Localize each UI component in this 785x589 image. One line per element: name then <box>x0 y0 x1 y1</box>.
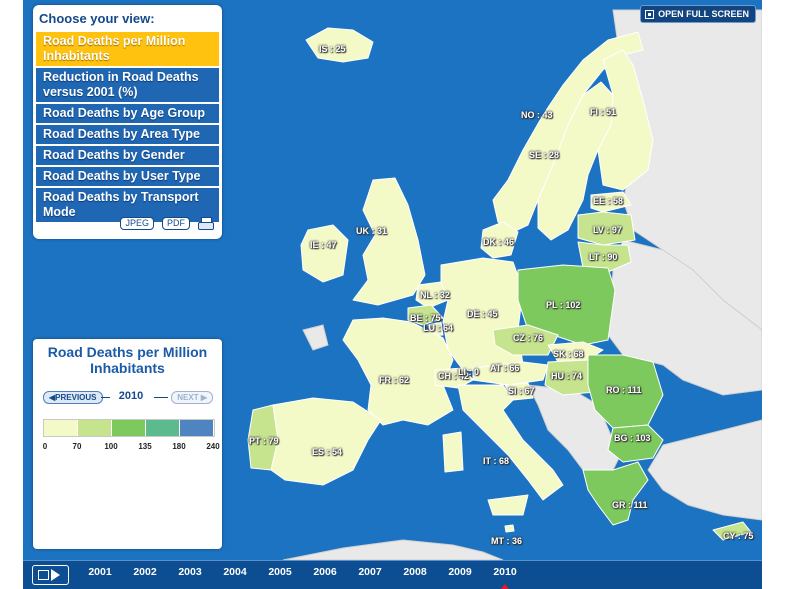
export-jpeg-button[interactable]: JPEG <box>120 217 154 230</box>
next-label: NEXT <box>177 393 199 402</box>
country-shape-cz[interactable] <box>492 324 559 356</box>
country-shape-cy[interactable] <box>712 521 752 541</box>
timeline-bar: 2001 2002 2003 2004 2005 2006 2007 2008 2009 2010 <box>23 560 762 589</box>
europe-map: IS : 25 NO : 43 FI : 51 SE : 28 EE : 58 … <box>23 0 762 560</box>
year-divider-left <box>101 397 110 398</box>
country-shape-ee[interactable] <box>590 191 632 213</box>
current-year-label: 2010 <box>118 390 144 402</box>
previous-label: PREVIOUS <box>55 393 97 402</box>
view-list: Road Deaths per Million Inhabitants Redu… <box>36 32 219 224</box>
color-scale <box>43 419 215 437</box>
legend-swatch <box>146 420 180 436</box>
legend-panel: Road Deaths per Million Inhabitants ◀PRE… <box>33 339 222 549</box>
scotland-norway-islands <box>302 324 329 351</box>
play-button[interactable] <box>32 565 69 585</box>
legend-title: Road Deaths per Million Inhabitants <box>47 344 208 376</box>
turkey-region <box>647 419 762 521</box>
country-shape-de[interactable] <box>440 257 524 373</box>
timeline-year[interactable]: 2002 <box>133 566 157 578</box>
timeline-year[interactable]: 2009 <box>448 566 472 578</box>
country-shape-ch[interactable] <box>434 367 474 389</box>
map-application: IS : 25 NO : 43 FI : 51 SE : 28 EE : 58 … <box>23 0 762 589</box>
legend-tick-label: 100 <box>104 442 118 451</box>
view-item-by-age-group[interactable]: Road Deaths by Age Group <box>36 104 219 123</box>
legend-swatch <box>78 420 112 436</box>
timeline-year[interactable]: 2010 <box>493 566 517 578</box>
timeline-year[interactable]: 2003 <box>178 566 202 578</box>
country-shape-es[interactable] <box>270 397 382 486</box>
view-item-by-gender[interactable]: Road Deaths by Gender <box>36 146 219 165</box>
view-item-by-user-type[interactable]: Road Deaths by User Type <box>36 167 219 186</box>
view-item-by-transport-mode[interactable]: Road Deaths by Transport Mode <box>36 188 219 222</box>
year-navigation: ◀PREVIOUS 2010 NEXT ▶ <box>43 390 213 405</box>
screen-icon <box>38 570 49 580</box>
country-shape-at[interactable] <box>472 361 549 386</box>
previous-year-button[interactable]: ◀PREVIOUS <box>43 391 103 404</box>
export-pdf-button[interactable]: PDF <box>162 217 190 230</box>
country-shape-lv[interactable] <box>577 211 636 246</box>
country-shape-dk[interactable] <box>480 221 519 259</box>
selected-year-marker <box>500 584 510 589</box>
play-icon <box>51 569 60 581</box>
legend-tick-label: 180 <box>172 442 186 451</box>
next-year-button[interactable]: NEXT ▶ <box>171 391 213 404</box>
print-icon[interactable] <box>198 217 214 230</box>
country-shape-mt[interactable] <box>504 524 515 533</box>
country-shape-fi[interactable] <box>597 49 654 191</box>
timeline-year[interactable]: 2007 <box>358 566 382 578</box>
country-shape-be[interactable] <box>407 304 444 326</box>
timeline-year[interactable]: 2004 <box>223 566 247 578</box>
timeline-year[interactable]: 2008 <box>403 566 427 578</box>
color-scale-ticks: 0 70 100 135 180 240 <box>42 442 220 452</box>
legend-tick-label: 135 <box>138 442 152 451</box>
country-shape-fr[interactable] <box>342 317 454 426</box>
country-shape-si[interactable] <box>504 382 534 401</box>
country-shape-uk[interactable] <box>352 177 426 306</box>
view-chooser-panel: Choose your view: Road Deaths per Millio… <box>33 5 222 239</box>
timeline-year[interactable]: 2005 <box>268 566 292 578</box>
legend-swatch <box>44 420 78 436</box>
timeline-year[interactable]: 2001 <box>88 566 112 578</box>
country-shape-bg[interactable] <box>607 424 664 463</box>
country-shape-is[interactable] <box>305 27 374 63</box>
country-shape-pl[interactable] <box>517 264 616 346</box>
legend-swatch <box>112 420 146 436</box>
country-shape-it[interactable] <box>442 384 564 516</box>
legend-tick-label: 0 <box>42 442 48 451</box>
country-shape-ie[interactable] <box>300 224 349 283</box>
fullscreen-icon <box>645 9 655 19</box>
export-row: JPEG PDF <box>120 217 214 230</box>
country-shape-gr[interactable] <box>582 461 649 526</box>
country-shape-nl[interactable] <box>415 281 449 309</box>
map-shapes <box>247 9 762 560</box>
year-divider-right <box>154 397 168 398</box>
africa-coast <box>282 539 504 560</box>
view-item-by-area-type[interactable]: Road Deaths by Area Type <box>36 125 219 144</box>
timeline-year[interactable]: 2006 <box>313 566 337 578</box>
open-full-screen-button[interactable]: OPEN FULL SCREEN <box>640 5 756 23</box>
legend-swatch <box>180 420 214 436</box>
open-full-screen-label: OPEN FULL SCREEN <box>658 9 749 19</box>
view-item-reduction-vs-2001[interactable]: Reduction in Road Deaths versus 2001 (%) <box>36 68 219 102</box>
view-item-road-deaths-per-million[interactable]: Road Deaths per Million Inhabitants <box>36 32 219 66</box>
legend-tick-label: 70 <box>72 442 82 451</box>
legend-tick-label: 240 <box>206 442 220 451</box>
view-chooser-title: Choose your view: <box>39 11 155 26</box>
